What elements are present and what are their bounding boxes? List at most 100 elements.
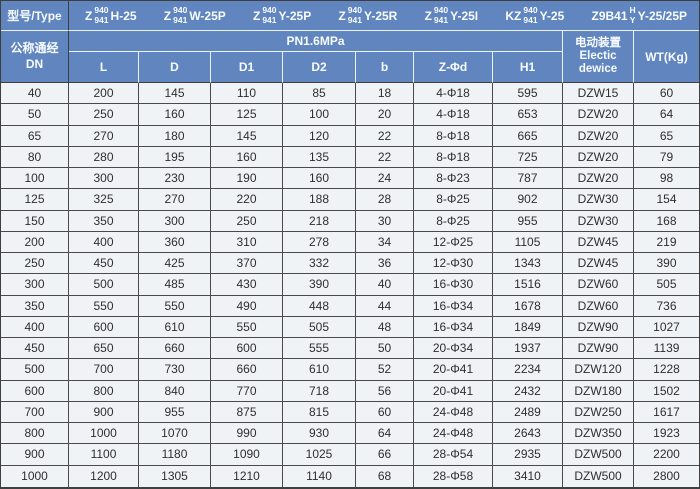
table-cell: 4-Φ18 <box>414 83 493 105</box>
table-row: 150 350 300 250 218 30 8-Φ25 955 DZW30 168 <box>1 210 700 232</box>
table-cell: 154 <box>634 189 700 211</box>
table-header: 型号/Type Z 940 941 H-25 Z 940 941 W-25P Z 940 941 Y-… <box>1 1 700 83</box>
table-cell: DZW500 <box>563 444 634 466</box>
valve-type-designation: Z 940 941 Y-25P <box>252 5 312 25</box>
table-cell: 48 <box>356 316 414 338</box>
table-cell: 448 <box>283 295 356 317</box>
table-cell: 770 <box>211 380 283 402</box>
table-cell: 44 <box>356 295 414 317</box>
table-cell: 8-Φ25 <box>414 210 493 232</box>
table-cell: 40 <box>356 274 414 296</box>
table-cell: 135 <box>283 146 356 168</box>
table-cell: 650 <box>69 338 139 360</box>
table-cell: DZW90 <box>563 338 634 360</box>
table-cell: 450 <box>69 253 139 275</box>
table-cell: 390 <box>634 253 700 275</box>
table-cell: 40 <box>1 83 69 105</box>
valve-type-designation: Z 940 941 Y-25I <box>424 5 479 25</box>
table-cell: 1100 <box>69 444 139 466</box>
table-cell: 500 <box>69 274 139 296</box>
table-cell: DZW90 <box>563 316 634 338</box>
table-cell: 56 <box>356 380 414 402</box>
table-cell: 800 <box>69 380 139 402</box>
table-cell: DZW20 <box>563 104 634 126</box>
table-cell: 1025 <box>283 444 356 466</box>
table-cell: 60 <box>634 83 700 105</box>
table-cell: 390 <box>283 274 356 296</box>
table-row: 80 280 195 160 135 22 8-Φ18 725 DZW20 79 <box>1 146 700 168</box>
table-cell: 22 <box>356 146 414 168</box>
table-cell: 68 <box>356 465 414 487</box>
table-cell: 1937 <box>493 338 563 360</box>
table-cell: 20 <box>356 104 414 126</box>
table-row: 65 270 180 145 120 22 8-Φ18 665 DZW20 65 <box>1 125 700 147</box>
table-cell: 2200 <box>634 444 700 466</box>
table-row: 500 700 730 660 610 52 20-Φ41 2234 DZW120 1228 <box>1 359 700 381</box>
table-cell: 3410 <box>493 465 563 487</box>
table-cell: 550 <box>139 295 211 317</box>
table-cell: 725 <box>493 146 563 168</box>
table-cell: 65 <box>634 125 700 147</box>
col-header-D1: D1 <box>211 52 283 83</box>
table-cell: 250 <box>69 104 139 126</box>
table-cell: DZW30 <box>563 189 634 211</box>
stacked-model-numbers: 940 941 <box>94 5 109 25</box>
table-cell: 1139 <box>634 338 700 360</box>
valve-type-designation: Z 940 941 H-25 <box>85 5 137 25</box>
table-cell: 1228 <box>634 359 700 381</box>
table-row: 100 300 230 190 160 24 8-Φ23 787 DZW20 98 <box>1 168 700 190</box>
table-cell: 325 <box>69 189 139 211</box>
table-cell: DZW30 <box>563 210 634 232</box>
table-cell: 1923 <box>634 423 700 445</box>
table-cell: 700 <box>69 359 139 381</box>
table-cell: 1000 <box>1 465 69 487</box>
weight-header: WT(Kg) <box>634 31 700 83</box>
table-cell: DZW20 <box>563 146 634 168</box>
table-row: 700 900 955 875 815 60 24-Φ48 2489 DZW250 1617 <box>1 401 700 423</box>
table-cell: 600 <box>1 380 69 402</box>
table-cell: 700 <box>1 401 69 423</box>
table-cell: 730 <box>139 359 211 381</box>
table-cell: 930 <box>283 423 356 445</box>
type-header-row: 型号/Type Z 940 941 H-25 Z 940 941 W-25P Z 940 941 Y-… <box>1 1 700 31</box>
table-cell: DZW60 <box>563 274 634 296</box>
table-cell: DZW500 <box>563 465 634 487</box>
table-cell: 595 <box>493 83 563 105</box>
col-header-H1: H1 <box>493 52 563 83</box>
table-cell: 16-Φ34 <box>414 316 493 338</box>
table-cell: 1678 <box>493 295 563 317</box>
table-cell: 270 <box>139 189 211 211</box>
stacked-model-numbers: 940 941 <box>173 5 188 25</box>
table-cell: 219 <box>634 231 700 253</box>
table-row: 600 800 840 770 718 56 20-Φ41 2432 DZW180 1502 <box>1 380 700 402</box>
table-cell: DZW120 <box>563 359 634 381</box>
table-cell: 66 <box>356 444 414 466</box>
table-cell: 736 <box>634 295 700 317</box>
table-cell: 34 <box>356 231 414 253</box>
valve-type-designation: Z 940 941 W-25P <box>163 5 226 25</box>
pn-header-row: 公称通经 DN PN1.6MPa 电动装置 Electic dewice WT(… <box>1 31 700 83</box>
table-cell: 2489 <box>493 401 563 423</box>
table-cell: 787 <box>493 168 563 190</box>
table-cell: 20-Φ41 <box>414 359 493 381</box>
table-cell: 718 <box>283 380 356 402</box>
table-cell: 125 <box>1 189 69 211</box>
table-cell: 1140 <box>283 465 356 487</box>
table-cell: 18 <box>356 83 414 105</box>
table-cell: 2800 <box>634 465 700 487</box>
table-cell: DZW20 <box>563 125 634 147</box>
table-row: 400 600 610 550 505 48 16-Φ34 1849 DZW90 1027 <box>1 316 700 338</box>
table-cell: 360 <box>139 231 211 253</box>
table-cell: 1090 <box>211 444 283 466</box>
valve-type-designation: Z9B41 H Y Y-25/25P <box>591 5 688 25</box>
table-cell: 900 <box>1 444 69 466</box>
table-cell: 400 <box>69 231 139 253</box>
table-cell: 505 <box>283 316 356 338</box>
dn-header: 公称通经 DN <box>1 31 69 83</box>
table-cell: 270 <box>69 125 139 147</box>
table-cell: DZW180 <box>563 380 634 402</box>
table-cell: 278 <box>283 231 356 253</box>
table-cell: 30 <box>356 210 414 232</box>
table-cell: 840 <box>139 380 211 402</box>
